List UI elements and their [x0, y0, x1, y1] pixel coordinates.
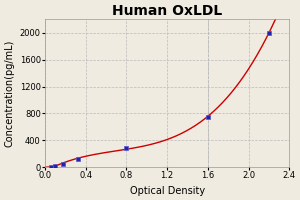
Point	[266, 31, 271, 34]
Y-axis label: Concentration(pg/mL): Concentration(pg/mL)	[4, 40, 14, 147]
Point	[124, 147, 129, 150]
Point	[61, 162, 66, 165]
X-axis label: Optical Density: Optical Density	[130, 186, 205, 196]
Point	[75, 157, 80, 161]
Point	[53, 165, 58, 168]
Title: Human OxLDL: Human OxLDL	[112, 4, 222, 18]
Point	[49, 166, 53, 169]
Point	[206, 115, 210, 118]
